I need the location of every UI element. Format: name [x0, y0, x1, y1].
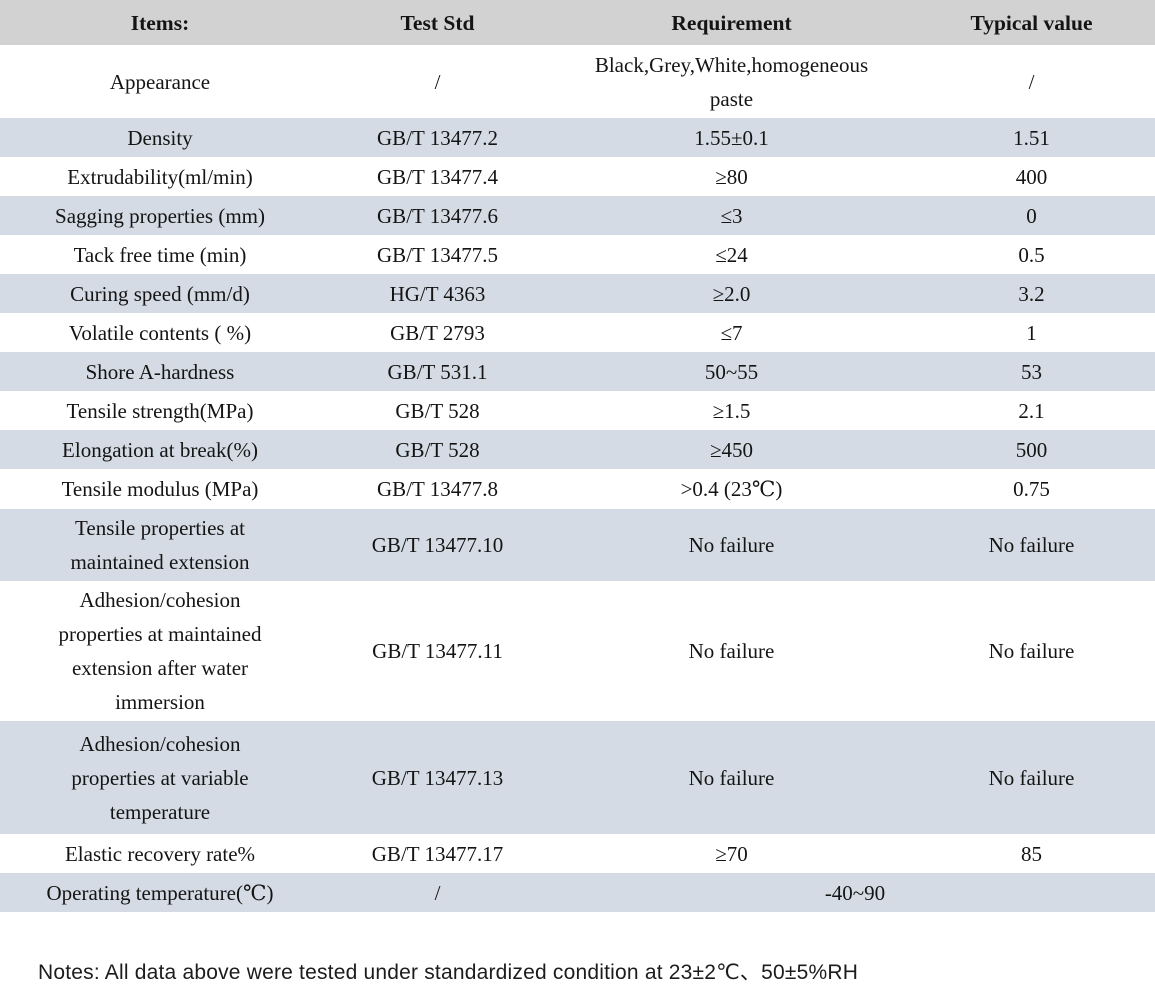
column-header-test-std: Test Std	[320, 0, 555, 45]
requirement-cell: ≥2.0	[712, 281, 751, 306]
typical-cell: 85	[1021, 841, 1042, 866]
table-row: Tensile properties at maintained extensi…	[0, 509, 1155, 581]
std-cell: GB/T 13477.10	[371, 533, 504, 557]
column-header-typical-value: Typical value	[908, 0, 1155, 45]
item-cell: Elastic recovery rate%	[64, 841, 256, 866]
column-header-requirement: Requirement	[555, 0, 908, 45]
typical-cell: 2.1	[1018, 398, 1045, 423]
item-cell: Density	[127, 125, 193, 150]
std-cell: GB/T 13477.5	[377, 242, 498, 267]
spec-table: Items: Test Std Requirement Typical valu…	[0, 0, 1155, 912]
table-row: Operating temperature(℃) / -40~90	[0, 873, 1155, 912]
std-cell: GB/T 13477.4	[377, 164, 498, 189]
typical-cell: No failure	[988, 533, 1075, 557]
notes-text: Notes: All data above were tested under …	[38, 961, 859, 984]
table-row: Curing speed (mm/d) HG/T 4363 ≥2.0 3.2	[0, 274, 1155, 313]
table-row: Tensile modulus (MPa) GB/T 13477.8 >0.4 …	[0, 469, 1155, 509]
std-cell: /	[434, 880, 441, 905]
item-cell: Volatile contents ( %)	[68, 320, 252, 345]
requirement-cell: ≥80	[715, 164, 748, 189]
requirement-cell: 1.55±0.1	[694, 125, 769, 150]
typical-cell: /	[1028, 69, 1035, 94]
requirement-cell: ≤24	[715, 242, 748, 267]
requirement-cell: ≤3	[720, 203, 743, 228]
item-cell: Adhesion/cohesion properties at maintain…	[58, 588, 262, 714]
item-cell: Appearance	[109, 69, 211, 94]
requirement-cell-merged: -40~90	[824, 880, 886, 905]
requirement-cell: >0.4 (23℃)	[680, 477, 783, 501]
table-row: Adhesion/cohesion properties at maintain…	[0, 581, 1155, 721]
table-row: Tack free time (min) GB/T 13477.5 ≤24 0.…	[0, 235, 1155, 274]
std-cell: GB/T 13477.6	[377, 203, 498, 228]
typical-cell: 0.75	[1013, 477, 1050, 501]
requirement-cell: Black,Grey,White,homogeneous paste	[594, 52, 869, 111]
std-cell: GB/T 13477.8	[377, 477, 498, 501]
requirement-cell: No failure	[688, 639, 775, 663]
typical-cell: 500	[1015, 437, 1048, 462]
item-cell: Adhesion/cohesion properties at variable…	[71, 731, 249, 824]
std-cell: GB/T 531.1	[387, 359, 488, 384]
item-cell: Tack free time (min)	[73, 242, 247, 267]
table-row: Elastic recovery rate% GB/T 13477.17 ≥70…	[0, 834, 1155, 873]
typical-cell: 53	[1021, 359, 1042, 384]
typical-cell: 1.51	[1013, 125, 1050, 150]
item-cell: Shore A-hardness	[85, 359, 235, 384]
requirement-cell: No failure	[688, 533, 775, 557]
item-cell: Elongation at break(%)	[62, 437, 258, 462]
std-cell: /	[434, 69, 441, 94]
requirement-cell: ≤7	[720, 320, 743, 345]
std-cell: GB/T 528	[395, 398, 480, 423]
typical-cell: 0.5	[1018, 242, 1045, 267]
requirement-cell: ≥1.5	[712, 398, 751, 423]
std-cell: GB/T 528	[395, 437, 480, 462]
typical-cell: No failure	[988, 639, 1075, 663]
typical-cell: 0	[1026, 203, 1037, 228]
item-cell: Tensile modulus (MPa)	[61, 477, 259, 501]
item-cell: Tensile properties at maintained extensi…	[70, 516, 250, 574]
item-cell: Extrudability(ml/min)	[67, 164, 253, 189]
item-cell: Tensile strength(MPa)	[66, 398, 254, 423]
std-cell: GB/T 13477.11	[372, 639, 503, 663]
table-row: Elongation at break(%) GB/T 528 ≥450 500	[0, 430, 1155, 469]
table-row: Density GB/T 13477.2 1.55±0.1 1.51	[0, 118, 1155, 157]
item-cell: Sagging properties (mm)	[55, 203, 265, 228]
requirement-cell: No failure	[688, 765, 775, 790]
std-cell: GB/T 13477.17	[371, 841, 504, 866]
typical-cell: 1	[1026, 320, 1037, 345]
table-row: Adhesion/cohesion properties at variable…	[0, 721, 1155, 834]
table-row: Volatile contents ( %) GB/T 2793 ≤7 1	[0, 313, 1155, 352]
table-row: Sagging properties (mm) GB/T 13477.6 ≤3 …	[0, 196, 1155, 235]
std-cell: HG/T 4363	[389, 281, 486, 306]
requirement-cell: 50~55	[704, 359, 759, 384]
table-header-row: Items: Test Std Requirement Typical valu…	[0, 0, 1155, 45]
std-cell: GB/T 13477.13	[371, 765, 504, 790]
table-row: Extrudability(ml/min) GB/T 13477.4 ≥80 4…	[0, 157, 1155, 196]
table-row: Tensile strength(MPa) GB/T 528 ≥1.5 2.1	[0, 391, 1155, 430]
typical-cell: No failure	[988, 765, 1075, 790]
item-cell: Operating temperature(℃)	[46, 880, 274, 905]
item-cell: Curing speed (mm/d)	[70, 281, 250, 306]
table-row: Shore A-hardness GB/T 531.1 50~55 53	[0, 352, 1155, 391]
std-cell: GB/T 13477.2	[377, 125, 498, 150]
typical-cell: 400	[1015, 164, 1048, 189]
requirement-cell: ≥450	[709, 437, 754, 462]
column-header-items: Items:	[0, 0, 320, 45]
requirement-cell: ≥70	[715, 841, 748, 866]
std-cell: GB/T 2793	[390, 320, 485, 345]
typical-cell: 3.2	[1018, 281, 1045, 306]
table-row: Appearance / Black,Grey,White,homogeneou…	[0, 45, 1155, 118]
